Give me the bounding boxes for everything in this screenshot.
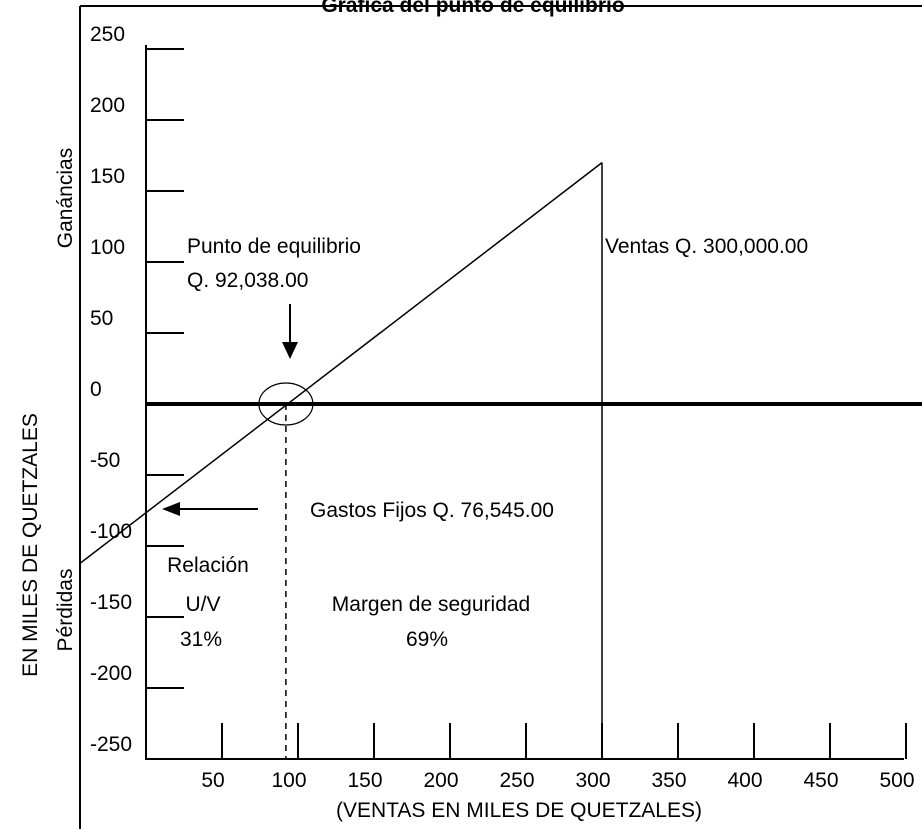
y-tick-label: 200 — [90, 94, 125, 117]
ratio-uv-label: U/V — [185, 593, 220, 616]
x-axis-ticks: 50 100 150 200 250 300 350 400 450 500 — [201, 723, 915, 792]
y-tick-label: 100 — [90, 236, 125, 259]
y-axis-label-loss: Pérdidas — [54, 569, 77, 652]
ratio-label: Relación — [167, 554, 249, 577]
y-tick-label: 0 — [90, 378, 102, 401]
x-tick-label: 350 — [651, 769, 686, 792]
x-tick-label: 250 — [499, 769, 534, 792]
break-even-label: Punto de equilibrio — [187, 235, 361, 258]
sales-label: Ventas Q. 300,000.00 — [605, 235, 808, 258]
y-tick-label: -100 — [90, 520, 132, 543]
y-axis-label-profit: Ganáncias — [54, 148, 77, 248]
y-tick-label: 250 — [90, 23, 125, 46]
x-axis-title: (VENTAS EN MILES DE QUETZALES) — [336, 799, 702, 822]
x-tick-label: 100 — [271, 769, 306, 792]
break-even-value: Q. 92,038.00 — [187, 269, 308, 292]
x-tick-label: 50 — [201, 769, 224, 792]
profit-line — [79, 162, 603, 564]
fixed-costs-arrow-head — [162, 502, 180, 516]
x-tick-label: 300 — [575, 769, 610, 792]
x-tick-label: 400 — [727, 769, 762, 792]
y-tick-label: -200 — [90, 662, 132, 685]
x-tick-label: 500 — [879, 769, 914, 792]
break-even-circle — [258, 382, 314, 426]
y-tick-label: 50 — [90, 307, 113, 330]
y-tick-label: -250 — [90, 733, 132, 756]
fixed-costs-label: Gastos Fijos Q. 76,545.00 — [310, 499, 554, 522]
y-tick-label: -50 — [90, 449, 120, 472]
safety-margin-label: Margen de seguridad — [332, 593, 530, 616]
x-tick-label: 200 — [423, 769, 458, 792]
chart-title: Gráfica del punto de equilibrio — [321, 0, 624, 17]
y-axis-title: EN MILES DE QUETZALES — [19, 413, 42, 677]
ratio-value: 31% — [180, 628, 222, 651]
x-tick-label: 150 — [347, 769, 382, 792]
y-axis-ticks: 250 200 150 100 50 0 -50 -100 -150 -200 -250 — [90, 23, 184, 760]
y-tick-label: -150 — [90, 591, 132, 614]
x-tick-label: 450 — [803, 769, 838, 792]
safety-margin-value: 69% — [406, 628, 448, 651]
break-even-arrow-head — [282, 342, 298, 359]
y-tick-label: 150 — [90, 165, 125, 188]
